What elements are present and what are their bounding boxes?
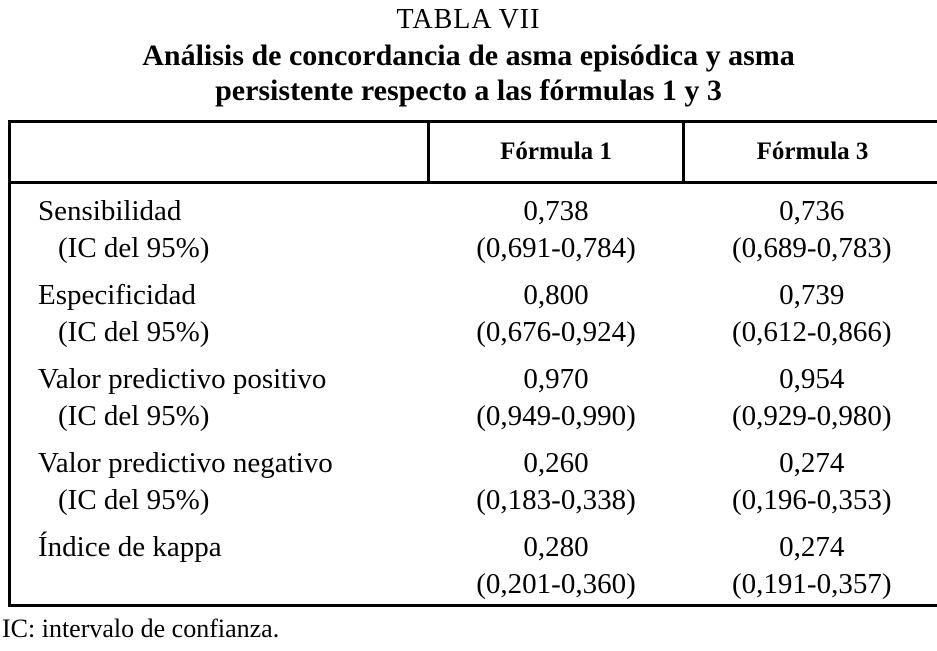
formula3-value: 0,274 <box>779 447 845 479</box>
metric-label: Valor predictivo positivo <box>38 363 327 395</box>
formula3-value: 0,274 <box>779 531 845 563</box>
concordance-table: Fórmula 1 Fórmula 3 Sensibilidad (IC del… <box>8 120 937 607</box>
metric-cell: Valor predictivo positivo (IC del 95%) <box>8 352 429 436</box>
table-header: Fórmula 1 Fórmula 3 <box>8 120 937 184</box>
formula1-value: 0,800 <box>523 279 589 311</box>
table-footnote: IC: intervalo de confianza. <box>2 614 280 643</box>
formula1-ci: (0,201-0,360) <box>476 568 636 600</box>
formula1-cell: 0,260 (0,183-0,338) <box>429 436 684 520</box>
formula3-value: 0,736 <box>779 195 845 227</box>
table-caption: TABLA VII Análisis de concordancia de as… <box>0 2 937 108</box>
formula1-value: 0,280 <box>523 531 589 563</box>
formula1-cell: 0,970 (0,949-0,990) <box>429 352 684 436</box>
metric-ci-label: (IC del 95%) <box>58 484 210 516</box>
metric-cell: Valor predictivo negativo (IC del 95%) <box>8 436 429 520</box>
header-cell-formula3: Fórmula 3 <box>682 120 937 184</box>
metric-label: Valor predictivo negativo <box>38 447 333 479</box>
formula3-ci: (0,689-0,783) <box>732 232 892 264</box>
formula1-ci: (0,183-0,338) <box>476 484 636 516</box>
formula1-value: 0,260 <box>523 447 589 479</box>
formula1-cell: 0,800 (0,676-0,924) <box>429 268 684 352</box>
formula3-cell: 0,274 (0,191-0,357) <box>683 520 937 607</box>
metric-cell: Índice de kappa <box>8 520 429 607</box>
formula3-ci: (0,929-0,980) <box>732 400 892 432</box>
formula1-value: 0,970 <box>523 363 589 395</box>
formula3-cell: 0,274 (0,196-0,353) <box>683 436 937 520</box>
formula3-cell: 0,954 (0,929-0,980) <box>683 352 937 436</box>
table-title-line1: Análisis de concordancia de asma episódi… <box>142 39 795 72</box>
metric-ci-label: (IC del 95%) <box>58 316 210 348</box>
formula1-value: 0,738 <box>523 195 589 227</box>
metric-label: Especificidad <box>38 279 196 311</box>
formula3-ci: (0,196-0,353) <box>732 484 892 516</box>
table-body: Sensibilidad (IC del 95%) 0,738 (0,691-0… <box>8 182 937 607</box>
table-number-label: TABLA VII <box>396 4 541 35</box>
formula1-cell: 0,738 (0,691-0,784) <box>429 183 684 269</box>
formula3-ci: (0,612-0,866) <box>732 316 892 348</box>
table-row-valor-predictivo-negativo: Valor predictivo negativo (IC del 95%) 0… <box>8 436 937 520</box>
header-cell-metric <box>8 120 430 184</box>
table-row-sensibilidad: Sensibilidad (IC del 95%) 0,738 (0,691-0… <box>8 182 937 269</box>
table-title-line2: persistente respecto a las fórmulas 1 y … <box>215 74 722 107</box>
formula1-ci: (0,676-0,924) <box>476 316 636 348</box>
table-row-indice-de-kappa: Índice de kappa 0,280 (0,201-0,360) 0,27… <box>8 520 937 607</box>
formula3-value: 0,954 <box>779 363 845 395</box>
formula3-cell: 0,736 (0,689-0,783) <box>683 182 937 268</box>
metric-cell: Especificidad (IC del 95%) <box>8 268 429 352</box>
formula1-ci: (0,691-0,784) <box>476 232 636 264</box>
metric-cell: Sensibilidad (IC del 95%) <box>8 182 429 268</box>
metric-ci-label: (IC del 95%) <box>58 232 210 264</box>
formula1-ci: (0,949-0,990) <box>476 400 636 432</box>
table-row-especificidad: Especificidad (IC del 95%) 0,800 (0,676-… <box>8 268 937 352</box>
formula1-cell: 0,280 (0,201-0,360) <box>428 520 684 607</box>
metric-label: Sensibilidad <box>38 195 182 227</box>
formula3-value: 0,739 <box>779 279 845 311</box>
metric-ci-label: (IC del 95%) <box>58 400 210 432</box>
formula3-ci: (0,191-0,357) <box>732 568 892 600</box>
formula3-cell: 0,739 (0,612-0,866) <box>683 268 937 352</box>
metric-label: Índice de kappa <box>38 531 222 563</box>
table-row-valor-predictivo-positivo: Valor predictivo positivo (IC del 95%) 0… <box>8 352 937 436</box>
header-row: Fórmula 1 Fórmula 3 <box>8 120 937 184</box>
header-cell-formula1: Fórmula 1 <box>427 120 685 184</box>
